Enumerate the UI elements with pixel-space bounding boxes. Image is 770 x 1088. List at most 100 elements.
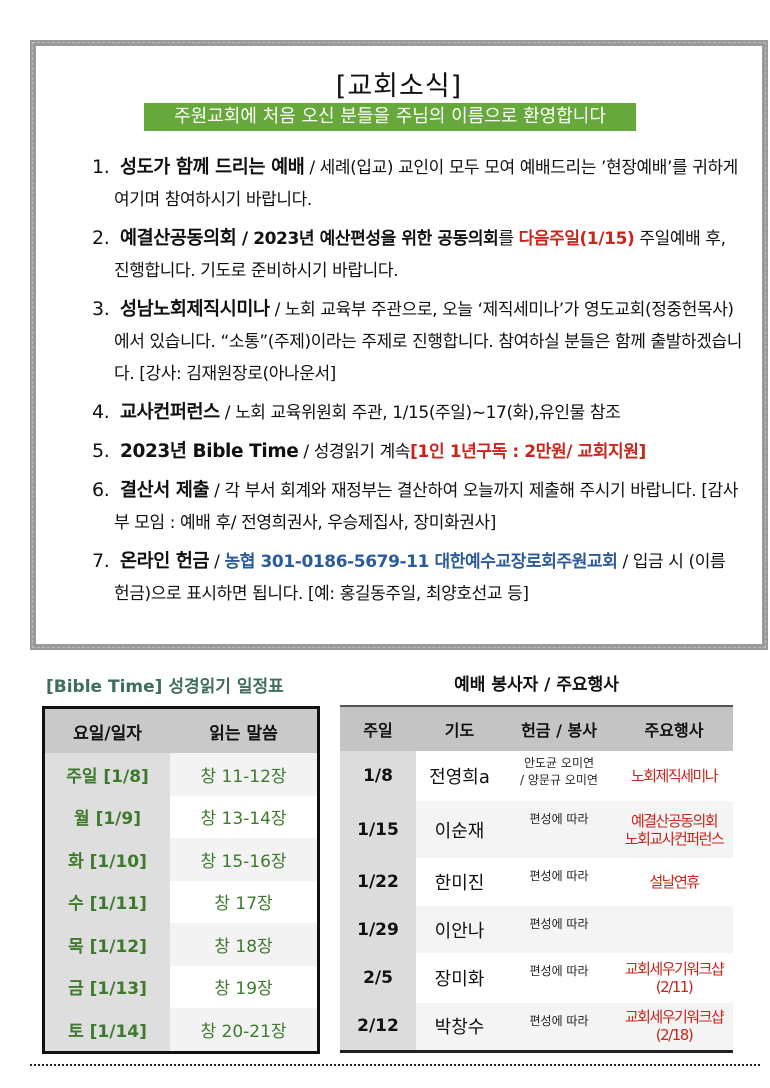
reading-cell: 창 17장 [170,880,319,923]
item-text: 주일예배 후, 진행합니다. 기도로 준비하시기 바랍니다. [114,229,726,281]
news-list: 1. 성도가 함께 드리는 예배 / 세례(입교) 교인이 모두 모여 예배드리는… [64,151,742,616]
item-text: [1인 1년구독 : 2만원/ 교회지원] [410,442,646,462]
item-text: / 노회 교육위원회 주관, 1/15(주일)~17(화),유인물 참조 [219,403,621,423]
prayer-cell: 장미화 [434,969,485,990]
event-cell: 예결산공동의회 노회교사컨퍼런스 [615,801,733,858]
col-header-day: 요일/일자 [43,707,170,753]
col-header-prayer: 기도 [416,706,503,751]
item-title: 성도가 함께 드리는 예배 [120,157,305,178]
prayer-cell: 전영희a [429,767,490,788]
date-cell: 1/29 [340,906,416,953]
event-cell: 교회세우기워크샵 (2/18) [615,1003,733,1051]
reading-cell: 창 20-21장 [170,1008,319,1052]
table-row: 토 [1/14] 창 20-21장 [43,1008,319,1052]
offering-cell: 편성에 따라 [503,1003,615,1051]
date-cell: 2/12 [340,1003,416,1051]
bible-schedule-title: [Bible Time] 성경읽기 일정표 [46,677,284,697]
col-header-event: 주요행사 [615,706,733,751]
col-header-date: 주일 [340,706,416,751]
item-text: / 노회 교육부 주관으로, 오늘 ‘제직세미나’가 영도교회(정중헌목사)에서… [114,300,742,384]
item-number: 3. [92,298,110,320]
news-title: [교회소식] [335,71,463,102]
event-cell [615,906,733,953]
offering-cell: 편성에 따라 [503,801,615,858]
day-cell: 월 [1/9] [43,795,170,838]
prayer-cell: 이순재 [416,801,503,858]
item-text: / 각 부서 회계와 재정부는 결산하여 오늘까지 제출해 주시기 바랍니다. … [114,481,738,533]
reading-cell: 창 19장 [170,965,319,1008]
offering-cell: 편성에 따라 [529,964,589,978]
prayer-cell: 한미진 [434,873,485,894]
service-table: 주일 기도 헌금 / 봉사 주요행사 1/8 전영희a 안도균 오미연 / 양문규 … [340,705,733,1053]
bible-schedule-table: 요일/일자 읽는 말씀 주일 [1/8] 창 11-12장 월 [1/9] 창 13-… [42,706,320,1054]
welcome-banner: 주원교회에 처음 오신 분들을 주님의 이름으로 환영합니다 [144,103,636,131]
item-title: 결산서 제출 [120,480,210,501]
item-number: 2. [92,227,110,249]
table-row: 2/5 장미화 편성에 따라 교회세우기워크샵 (2/11) [340,953,733,1003]
event-cell: 노회제직세미나 [630,767,719,785]
day-cell: 화 [1/10] [43,838,170,881]
reading-cell: 창 11-12장 [170,753,319,796]
item-text: / 2023년 예산편성을 위한 공동의회 [236,229,499,249]
news-item: 5. 2023년 Bible Time / 성경읽기 계속[1인 1년구독 : 2… [64,435,742,468]
event-cell: 설날연휴 [649,873,700,891]
date-cell: 1/15 [340,801,416,858]
item-text: / 입금 시 (이름 헌금)으로 표시하면 됩니다. [예: 홍길동주일, 최양… [114,552,726,604]
service-table-title: 예배 봉사자 / 주요행사 [454,675,619,695]
item-text: 농협 301-0186-5679-11 대한예수교장로회주원교회 [224,552,618,572]
item-title: 교사컨퍼런스 [120,402,220,423]
offering-cell: 안도균 오미연 / 양문규 오미연 [520,756,598,787]
table-row: 목 [1/12] 창 18장 [43,923,319,966]
reading-cell: 창 15-16장 [170,838,319,881]
item-text: 다음주일(1/15) [518,229,635,249]
day-cell: 금 [1/13] [43,965,170,1008]
news-item: 3. 성남노회제직시미나 / 노회 교육부 주관으로, 오늘 ‘제직세미나’가 영… [64,293,742,390]
table-row: 2/12 박창수 편성에 따라 교회세우기워크샵 (2/18) [340,1003,733,1051]
date-cell: 2/5 [340,953,416,1003]
reading-cell: 창 13-14장 [170,795,319,838]
date-cell: 1/22 [340,858,416,906]
table-row: 수 [1/11] 창 17장 [43,880,319,923]
table-row: 월 [1/9] 창 13-14장 [43,795,319,838]
divider [30,1064,760,1066]
table-row: 주일 [1/8] 창 11-12장 [43,753,319,796]
item-title: 2023년 Bible Time [120,441,299,462]
reading-cell: 창 18장 [170,923,319,966]
news-item: 1. 성도가 함께 드리는 예배 / 세례(입교) 교인이 모두 모여 예배드리는… [64,151,742,216]
table-row: 화 [1/10] 창 15-16장 [43,838,319,881]
news-item: 7. 온라인 헌금 / 농협 301-0186-5679-11 대한예수교장로회주… [64,545,742,610]
col-header-offering: 헌금 / 봉사 [503,706,615,751]
item-title: 온라인 헌금 [120,551,210,572]
table-row: 1/22 한미진 편성에 따라 설날연휴 [340,858,733,906]
prayer-cell: 이안나 [416,906,503,953]
item-number: 6. [92,479,110,501]
table-row: 1/15 이순재 편성에 따라 예결산공동의회 노회교사컨퍼런스 [340,801,733,858]
table-row: 1/29 이안나 편성에 따라 [340,906,733,953]
offering-cell: 편성에 따라 [529,869,589,883]
event-cell: 교회세우기워크샵 (2/11) [624,960,725,996]
item-number: 5. [92,440,110,462]
day-cell: 목 [1/12] [43,923,170,966]
day-cell: 주일 [1/8] [43,753,170,796]
item-text: 를 [498,229,519,249]
item-text: / 세례(입교) 교인이 모두 모여 예배드리는 ’현장예배’를 귀하게 여기며… [114,158,738,210]
day-cell: 토 [1/14] [43,1008,170,1052]
item-text: / [209,552,225,572]
prayer-cell: 박창수 [416,1003,503,1051]
church-news-box: [교회소식] 주원교회에 처음 오신 분들을 주님의 이름으로 환영합니다 1.… [30,40,768,650]
news-item: 2. 예결산공동의회 / 2023년 예산편성을 위한 공동의회를 다음주일(1/… [64,222,742,287]
date-cell: 1/8 [340,751,416,801]
item-text: / 성경읽기 계속 [298,442,411,462]
item-number: 1. [92,156,110,178]
news-item: 6. 결산서 제출 / 각 부서 회계와 재정부는 결산하여 오늘까지 제출해 주… [64,474,742,539]
day-cell: 수 [1/11] [43,880,170,923]
item-title: 성남노회제직시미나 [120,299,270,320]
item-number: 7. [92,550,110,572]
table-row: 1/8 전영희a 안도균 오미연 / 양문규 오미연 노회제직세미나 [340,751,733,801]
col-header-reading: 읽는 말씀 [170,707,319,753]
offering-cell: 편성에 따라 [503,906,615,953]
item-title: 예결산공동의회 [120,228,237,249]
item-number: 4. [92,401,110,423]
news-item: 4. 교사컨퍼런스 / 노회 교육위원회 주관, 1/15(주일)~17(화),유… [64,396,742,429]
table-row: 금 [1/13] 창 19장 [43,965,319,1008]
